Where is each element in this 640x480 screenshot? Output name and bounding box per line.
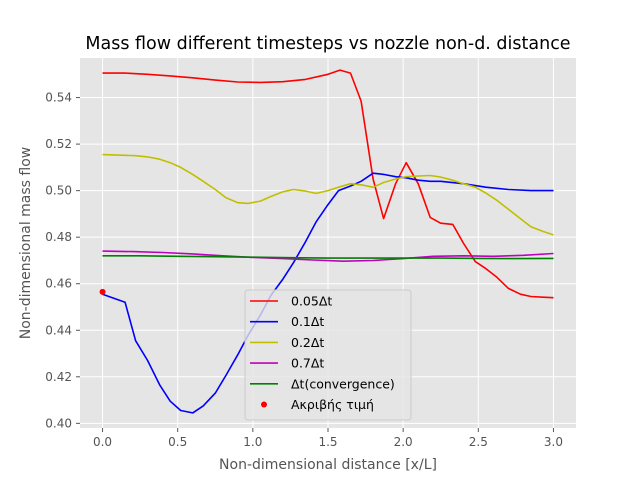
y-tick-label: 0.40 <box>45 416 72 430</box>
axis-ticks: 0.0 0.5 1.0 1.5 2.0 2.5 3.0 0.40 0.42 0.44 0.46 0.4… <box>45 91 563 449</box>
legend-label: Ακριβής τιμή <box>291 397 374 412</box>
legend-label: 0.1Δt <box>291 314 324 329</box>
y-axis-label: Non-dimensional mass flow <box>18 147 34 340</box>
series-line-1 <box>102 172 554 414</box>
y-tick-label: 0.54 <box>45 91 72 105</box>
legend-box <box>244 289 412 421</box>
legend-label: 0.05Δt <box>291 294 332 309</box>
x-tick-label: 0.0 <box>93 435 112 449</box>
series-line-0 <box>102 69 554 299</box>
x-tick-label: 1.5 <box>318 435 337 449</box>
x-tick-label: 0.5 <box>168 435 187 449</box>
legend-label: 0.2Δt <box>291 335 324 350</box>
y-tick-label: 0.46 <box>45 277 72 291</box>
series-line-3 <box>102 250 554 263</box>
series-layer <box>99 69 554 414</box>
y-tick-label: 0.50 <box>45 184 72 198</box>
y-tick-label: 0.52 <box>45 137 72 151</box>
scatter-point <box>99 288 106 295</box>
legend-swatch <box>261 401 267 408</box>
grid <box>80 58 576 428</box>
series-line-2 <box>102 153 554 236</box>
series-line-4 <box>102 255 554 260</box>
x-tick-label: 2.5 <box>469 435 488 449</box>
x-tick-label: 2.0 <box>394 435 413 449</box>
legend-label: Δt(convergence) <box>291 376 395 391</box>
x-tick-label: 3.0 <box>544 435 563 449</box>
y-tick-label: 0.44 <box>45 323 72 337</box>
y-tick-label: 0.48 <box>45 230 72 244</box>
legend: 0.05Δt 0.1Δt 0.2Δt 0.7Δt Δt(convergence) Ακρι… <box>244 289 412 421</box>
y-tick-label: 0.42 <box>45 370 72 384</box>
chart-title: Mass flow different timesteps vs nozzle … <box>85 34 570 54</box>
legend-label: 0.7Δt <box>291 356 324 371</box>
x-tick-label: 1.0 <box>243 435 262 449</box>
x-axis-label: Non-dimensional distance [x/L] <box>219 457 437 473</box>
